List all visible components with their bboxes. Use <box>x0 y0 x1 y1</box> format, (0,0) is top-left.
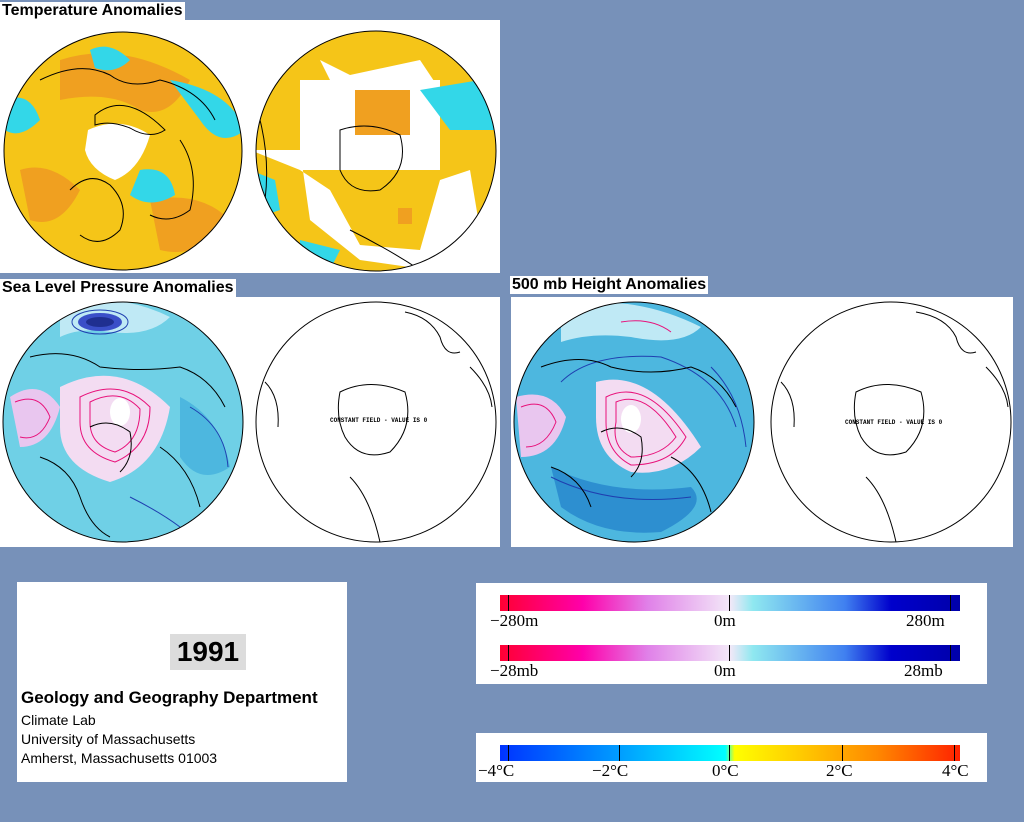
slp-constant-field-note: CONSTANT FIELD - VALUE IS 0 <box>330 417 428 424</box>
department-name: Geology and Geography Department <box>21 688 318 707</box>
year-label: 1991 <box>170 634 246 670</box>
height-title: 500 mb Height Anomalies <box>510 276 709 294</box>
temperature-colorbar <box>500 745 960 761</box>
temperature-panel <box>0 20 500 273</box>
temperature-maps <box>3 30 497 272</box>
slp-panel: CONSTANT FIELD - VALUE IS 0 <box>0 297 500 547</box>
height-panel: CONSTANT FIELD - VALUE IS 0 <box>511 297 1013 547</box>
address: Amherst, Massachusetts 01003 <box>21 750 218 766</box>
height-north-globe <box>514 302 754 542</box>
slp-north-globe <box>3 302 243 542</box>
lab-name: Climate Lab <box>21 712 96 728</box>
temp-tick-label: −4°C <box>478 761 515 780</box>
info-box: 1991 Geology and Geography Department Cl… <box>17 582 347 782</box>
slp-maps <box>2 301 497 543</box>
slp-south-globe <box>255 301 497 543</box>
temp-north-globe <box>4 32 242 270</box>
height-constant-field-note: CONSTANT FIELD - VALUE IS 0 <box>845 419 943 426</box>
height-south-globe <box>770 301 1012 543</box>
pressure-mid-label: 0m <box>714 661 736 680</box>
slp-title: Sea Level Pressure Anomalies <box>0 279 236 297</box>
pressure-colorbar <box>500 645 960 661</box>
height-mid-label: 0m <box>714 611 736 630</box>
height-min-label: −280m <box>490 611 539 630</box>
temperature-title: Temperature Anomalies <box>0 2 185 20</box>
height-pressure-legend: −280m 0m 280m −28mb 0m 28mb <box>476 583 987 684</box>
height-maps <box>513 301 1012 543</box>
temp-tick-label: 2°C <box>826 761 853 780</box>
height-colorbar <box>500 595 960 611</box>
pressure-max-label: 28mb <box>904 661 943 680</box>
temp-tick-label: 0°C <box>712 761 739 780</box>
university-name: University of Massachusetts <box>21 731 196 747</box>
temp-tick-label: 4°C <box>942 761 969 780</box>
height-max-label: 280m <box>906 611 945 630</box>
temp-tick-label: −2°C <box>592 761 629 780</box>
temperature-legend: −4°C −2°C 0°C 2°C 4°C <box>476 733 987 782</box>
temp-south-globe <box>256 31 496 271</box>
pressure-min-label: −28mb <box>490 661 539 680</box>
